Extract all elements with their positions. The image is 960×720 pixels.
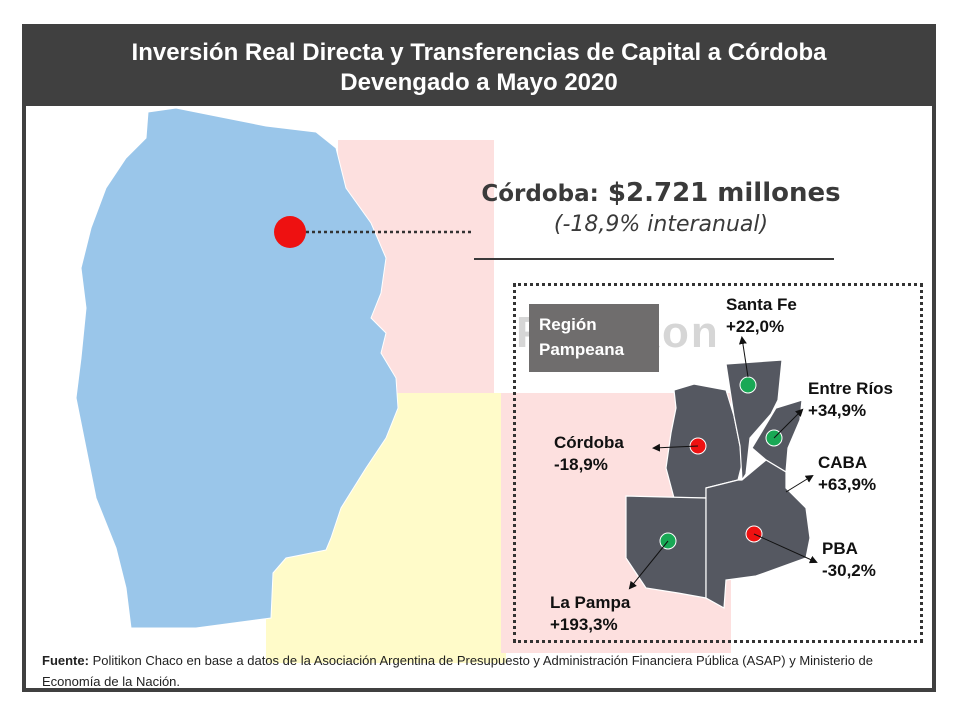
label-caba-name: CABA — [818, 453, 868, 472]
label-cordoba-name: Córdoba — [554, 433, 624, 452]
label-entre-rios-change: +34,9% — [808, 401, 867, 420]
arrow-entre-rios — [773, 408, 804, 439]
label-la-pampa-change: +193,3% — [550, 615, 618, 634]
headline-change: (-18,9% interanual) — [553, 212, 769, 237]
title-line-2: Devengado a Mayo 2020 — [340, 69, 618, 96]
label-la-pampa-name: La Pampa — [550, 593, 631, 612]
headline-amount: $2.721 millones — [607, 178, 841, 208]
headline: Córdoba: $2.721 millones (-18,9% interan… — [476, 178, 846, 237]
arrow-santa-fe — [738, 336, 749, 378]
source-text: Politikon Chaco en base a datos de la As… — [42, 653, 874, 689]
arrow-caba — [785, 474, 814, 493]
region-label-line-1: Región — [539, 315, 597, 334]
headline-amount-row: Córdoba: $2.721 millones — [476, 178, 846, 208]
title-bar: Inversión Real Directa y Transferencias … — [26, 28, 932, 106]
marker-santa-fe — [739, 376, 757, 394]
region-pampeana-box — [513, 283, 923, 643]
label-entre-rios-name: Entre Ríos — [808, 379, 894, 398]
label-cordoba-change: -18,9% — [554, 455, 608, 474]
label-la-pampa: La Pampa +193,3% — [550, 592, 630, 636]
source-note: Fuente: Politikon Chaco en base a datos … — [42, 650, 922, 689]
label-pba-name: PBA — [822, 539, 858, 558]
label-pba: PBA -30,2% — [822, 538, 876, 582]
label-entre-rios: Entre Ríos +34,9% — [808, 378, 893, 422]
infographic-frame: Inversión Real Directa y Transferencias … — [22, 24, 936, 692]
arrow-cordoba — [652, 443, 699, 452]
arrow-pba — [753, 533, 818, 564]
title-line-1: Inversión Real Directa y Transferencias … — [131, 39, 827, 66]
region-label-line-2: Pampeana — [539, 340, 625, 359]
arrow-la-pampa — [628, 540, 669, 590]
province-santa-fe-shape — [725, 359, 783, 482]
source-label: Fuente: — [42, 653, 89, 668]
label-caba-change: +63,9% — [818, 475, 877, 494]
markers-svg — [628, 336, 818, 590]
label-pba-change: -30,2% — [822, 561, 876, 580]
region-label: Región Pampeana — [529, 304, 659, 372]
headline-divider — [474, 258, 834, 260]
headline-province-label: Córdoba: — [481, 181, 599, 207]
cordoba-marker-large — [274, 216, 306, 248]
label-santa-fe-name: Santa Fe — [726, 295, 797, 314]
label-cordoba: Córdoba -18,9% — [554, 432, 624, 476]
label-santa-fe: Santa Fe +22,0% — [726, 294, 797, 338]
label-santa-fe-change: +22,0% — [726, 317, 785, 336]
cordoba-province-map — [75, 107, 399, 629]
label-caba: CABA +63,9% — [818, 452, 876, 496]
